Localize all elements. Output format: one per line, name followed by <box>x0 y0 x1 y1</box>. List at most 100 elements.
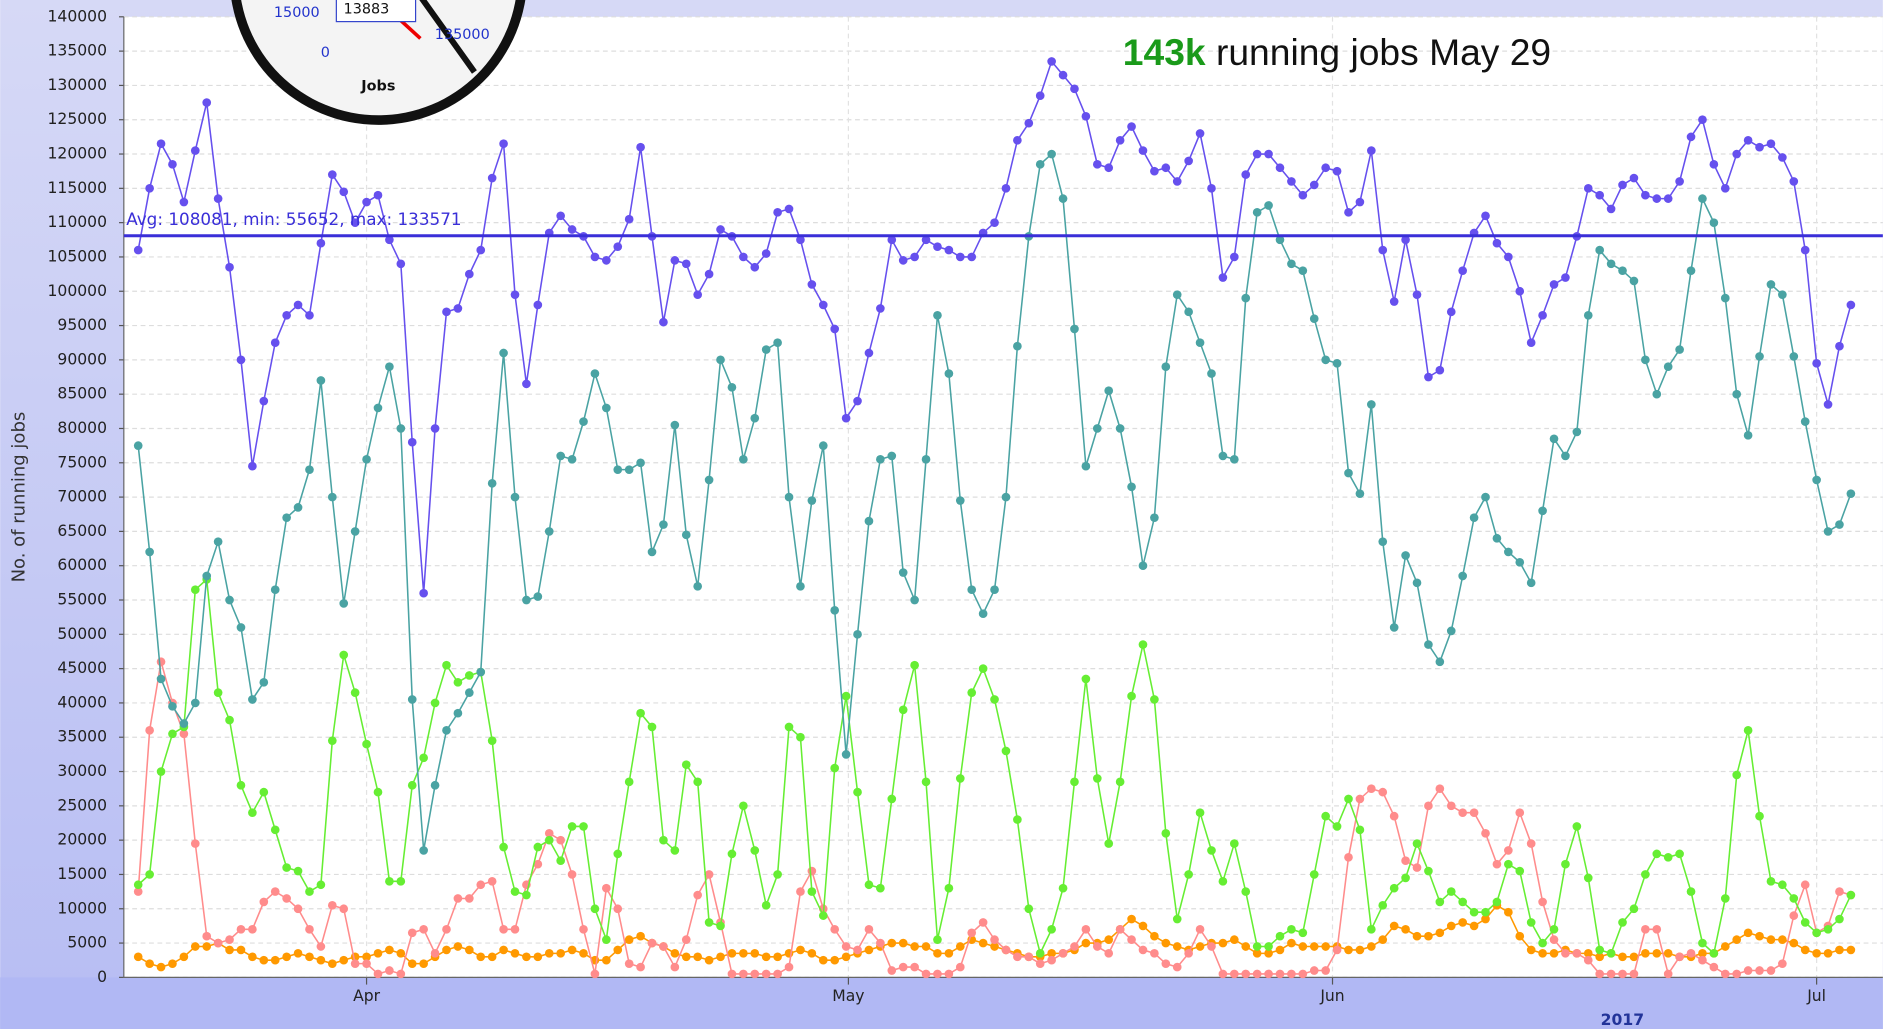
data-point <box>761 345 771 354</box>
data-point <box>716 355 725 365</box>
data-point <box>1561 949 1570 958</box>
data-point <box>1344 945 1353 955</box>
data-point <box>1195 925 1205 934</box>
data-point <box>430 949 440 958</box>
data-point <box>419 959 428 968</box>
data-point <box>1732 969 1742 979</box>
data-point <box>202 98 212 107</box>
data-point <box>1618 969 1627 979</box>
data-point <box>784 722 794 732</box>
data-point <box>773 870 782 879</box>
data-point <box>579 822 588 831</box>
data-point <box>967 688 977 697</box>
data-point <box>1435 928 1445 938</box>
data-point <box>1812 475 1821 485</box>
data-point <box>590 252 600 262</box>
data-point <box>1698 955 1707 965</box>
data-point <box>487 173 497 183</box>
data-point <box>1309 870 1319 879</box>
data-point <box>544 527 554 536</box>
data-point <box>636 142 645 152</box>
data-point <box>396 424 406 433</box>
data-point <box>1332 358 1342 368</box>
data-point <box>1446 887 1456 896</box>
data-point <box>796 887 805 896</box>
data-point <box>1229 969 1239 979</box>
data-point <box>1332 166 1342 176</box>
data-point <box>636 708 645 718</box>
data-point <box>487 952 497 962</box>
data-point <box>305 887 314 896</box>
data-point <box>1218 273 1228 282</box>
data-point <box>1401 873 1410 883</box>
data-point <box>1184 307 1193 317</box>
data-point <box>442 307 451 317</box>
data-point <box>1835 341 1844 351</box>
data-point <box>704 475 714 485</box>
data-point <box>1412 931 1422 941</box>
data-point <box>1549 949 1559 958</box>
data-point <box>647 547 657 557</box>
data-point <box>1526 839 1536 848</box>
data-point <box>784 492 794 502</box>
data-point <box>1755 931 1764 941</box>
data-point <box>944 949 954 958</box>
data-point <box>510 925 520 934</box>
data-point <box>1092 424 1102 433</box>
data-point <box>704 870 714 879</box>
data-point <box>1127 122 1136 131</box>
data-point <box>1035 91 1045 101</box>
data-point <box>1732 149 1742 159</box>
data-point <box>213 688 223 697</box>
data-point <box>1241 887 1251 896</box>
data-point <box>761 952 771 962</box>
data-point <box>465 269 474 279</box>
data-point <box>1492 859 1502 869</box>
data-point <box>1698 115 1707 125</box>
data-point <box>978 938 988 948</box>
data-point <box>1047 149 1056 159</box>
y-tick-label: 25000 <box>57 796 107 814</box>
data-point <box>1252 969 1262 979</box>
data-point <box>179 719 189 728</box>
data-point <box>1275 969 1285 979</box>
data-point <box>967 585 977 595</box>
data-point <box>1207 942 1216 951</box>
data-point <box>1355 825 1365 835</box>
data-point <box>1275 163 1285 173</box>
data-point <box>1641 355 1650 365</box>
data-point <box>693 290 703 300</box>
gauge-tick: 0 <box>321 45 330 61</box>
data-point <box>1481 828 1490 838</box>
data-point <box>887 966 897 975</box>
data-point <box>830 324 840 334</box>
data-point <box>168 160 177 169</box>
data-point <box>1264 969 1273 979</box>
data-point <box>1378 901 1388 910</box>
data-point <box>864 945 874 955</box>
data-point <box>293 300 303 310</box>
data-point <box>1161 163 1171 173</box>
data-point <box>773 208 782 217</box>
x-tick-label: Jun <box>1319 987 1344 1005</box>
data-point <box>670 420 680 430</box>
y-tick-label: 65000 <box>57 522 107 540</box>
data-point <box>1298 969 1308 979</box>
data-point <box>407 928 417 938</box>
data-point <box>1835 945 1844 955</box>
data-point <box>339 599 349 608</box>
data-point <box>1526 338 1536 348</box>
data-point <box>567 225 577 234</box>
data-point <box>681 760 691 769</box>
data-point <box>1492 533 1502 543</box>
data-point <box>681 952 691 962</box>
data-point <box>499 925 508 934</box>
data-point <box>1800 880 1810 890</box>
data-point <box>407 959 417 968</box>
data-point <box>1732 770 1742 780</box>
data-point <box>190 585 200 595</box>
data-point <box>841 750 851 759</box>
data-point <box>1161 362 1171 372</box>
data-point <box>1001 492 1011 502</box>
